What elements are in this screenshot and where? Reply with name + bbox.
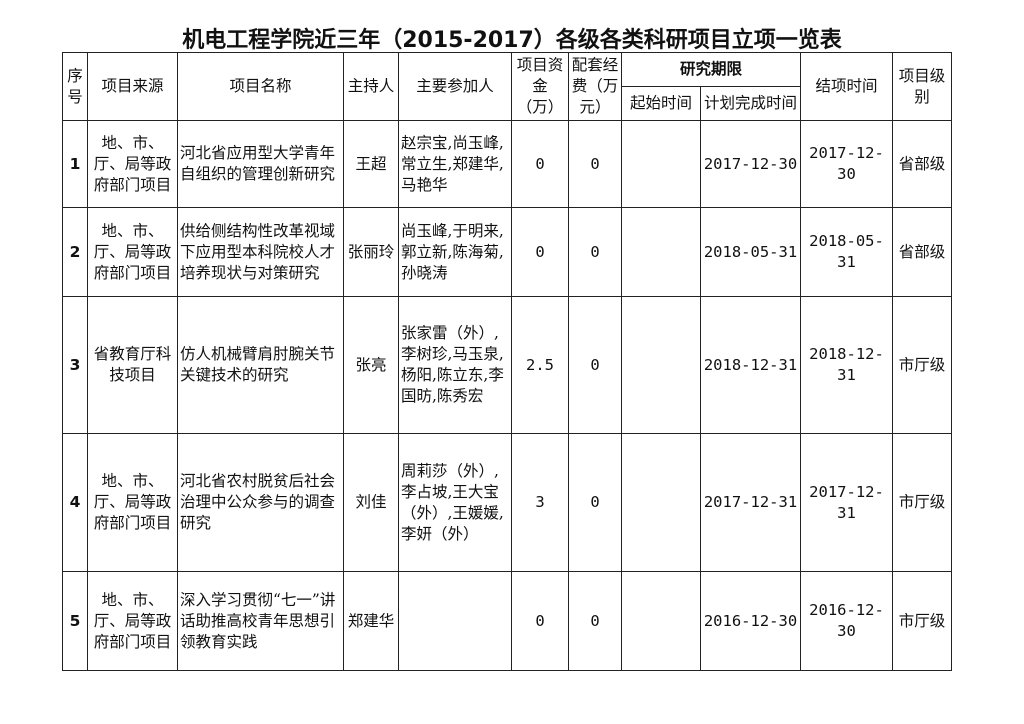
cell-matching: 0 <box>568 433 622 572</box>
cell-level: 市厅级 <box>892 433 952 572</box>
table-row: 2 地、市、厅、局等政府部门项目 供给侧结构性改革视域下应用型本科院校人才培养现状与… <box>62 207 952 297</box>
cell-members: 周莉莎（外）,李占坡,王大宝（外）,王媛媛,李妍（外） <box>398 433 512 572</box>
cell-matching: 0 <box>568 120 622 208</box>
cell-matching: 0 <box>568 207 622 297</box>
header-source: 项目来源 <box>87 52 178 121</box>
header-closed: 结项时间 <box>800 52 893 121</box>
cell-start <box>621 433 701 572</box>
cell-host: 张亮 <box>343 296 399 434</box>
cell-host: 刘佳 <box>343 433 399 572</box>
cell-planned-end: 2018-12-31 <box>700 296 801 434</box>
cell-funds: 0 <box>511 120 569 208</box>
cell-seq: 5 <box>62 571 88 671</box>
cell-closed: 2017-12-31 <box>800 433 893 572</box>
cell-planned-end: 2018-05-31 <box>700 207 801 297</box>
cell-planned-end: 2017-12-30 <box>700 120 801 208</box>
cell-start <box>621 120 701 208</box>
cell-source: 地、市、厅、局等政府部门项目 <box>87 571 178 671</box>
table-row: 4 地、市、厅、局等政府部门项目 河北省农村脱贫后社会治理中公众参与的调查研究 刘佳周… <box>62 433 952 572</box>
cell-name: 河北省农村脱贫后社会治理中公众参与的调查研究 <box>177 433 344 572</box>
cell-host: 郑建华 <box>343 571 399 671</box>
cell-seq: 1 <box>62 120 88 208</box>
cell-funds: 0 <box>511 571 569 671</box>
cell-members: 张家雷（外）,李树珍,马玉泉,杨阳,陈立东,李国昉,陈秀宏 <box>398 296 512 434</box>
header-matching: 配套经费（万元） <box>568 52 622 121</box>
cell-matching: 0 <box>568 296 622 434</box>
header-name: 项目名称 <box>177 52 344 121</box>
header-funds: 项目资金（万） <box>511 52 569 121</box>
cell-host: 张丽玲 <box>343 207 399 297</box>
header-host: 主持人 <box>343 52 399 121</box>
cell-level: 市厅级 <box>892 571 952 671</box>
cell-level: 省部级 <box>892 120 952 208</box>
cell-closed: 2017-12-30 <box>800 120 893 208</box>
cell-host: 王超 <box>343 120 399 208</box>
table-row: 3 省教育厅科技项目 仿人机械臂肩肘腕关节关键技术的研究 张亮 张家雷（外）,李树珍,马… <box>62 296 952 434</box>
cell-funds: 2.5 <box>511 296 569 434</box>
cell-start <box>621 207 701 297</box>
cell-funds: 3 <box>511 433 569 572</box>
cell-matching: 0 <box>568 571 622 671</box>
cell-name: 深入学习贯彻“七一”讲话助推高校青年思想引领教育实践 <box>177 571 344 671</box>
page-title: 机电工程学院近三年（2015-2017）各级各类科研项目立项一览表 <box>182 28 842 53</box>
table-row: 5 地、市、厅、局等政府部门项目 深入学习贯彻“七一”讲话助推高校青年思想引领教育实… <box>62 571 952 671</box>
header-planned-end: 计划完成时间 <box>700 86 801 121</box>
cell-closed: 2018-12-31 <box>800 296 893 434</box>
header-period: 研究期限 <box>621 52 801 87</box>
cell-source: 地、市、厅、局等政府部门项目 <box>87 207 178 297</box>
header-start: 起始时间 <box>621 86 701 121</box>
cell-planned-end: 2016-12-30 <box>700 571 801 671</box>
cell-start <box>621 296 701 434</box>
cell-members: 尚玉峰,于明来,郭立新,陈海菊,孙晓涛 <box>398 207 512 297</box>
cell-planned-end: 2017-12-31 <box>700 433 801 572</box>
header-level: 项目级别 <box>892 52 952 121</box>
cell-members: 赵宗宝,尚玉峰,常立生,郑建华,马艳华 <box>398 120 512 208</box>
cell-name: 供给侧结构性改革视域下应用型本科院校人才培养现状与对策研究 <box>177 207 344 297</box>
cell-level: 市厅级 <box>892 296 952 434</box>
cell-funds: 0 <box>511 207 569 297</box>
projects-table: 序号 项目来源 项目名称 主持人 主要参加人 项目资金（万） 配套经费（万元） … <box>62 52 952 671</box>
cell-closed: 2016-12-30 <box>800 571 893 671</box>
cell-name: 河北省应用型大学青年自组织的管理创新研究 <box>177 120 344 208</box>
cell-source: 地、市、厅、局等政府部门项目 <box>87 120 178 208</box>
cell-members <box>398 571 512 671</box>
cell-level: 省部级 <box>892 207 952 297</box>
header-members: 主要参加人 <box>398 52 512 121</box>
cell-source: 地、市、厅、局等政府部门项目 <box>87 433 178 572</box>
cell-seq: 4 <box>62 433 88 572</box>
table-row: 1 地、市、厅、局等政府部门项目 河北省应用型大学青年自组织的管理创新研究 王超 赵宗宝… <box>62 120 952 208</box>
cell-start <box>621 571 701 671</box>
header-seq: 序号 <box>62 52 88 121</box>
cell-closed: 2018-05-31 <box>800 207 893 297</box>
cell-seq: 2 <box>62 207 88 297</box>
cell-name: 仿人机械臂肩肘腕关节关键技术的研究 <box>177 296 344 434</box>
cell-seq: 3 <box>62 296 88 434</box>
cell-source: 省教育厅科技项目 <box>87 296 178 434</box>
